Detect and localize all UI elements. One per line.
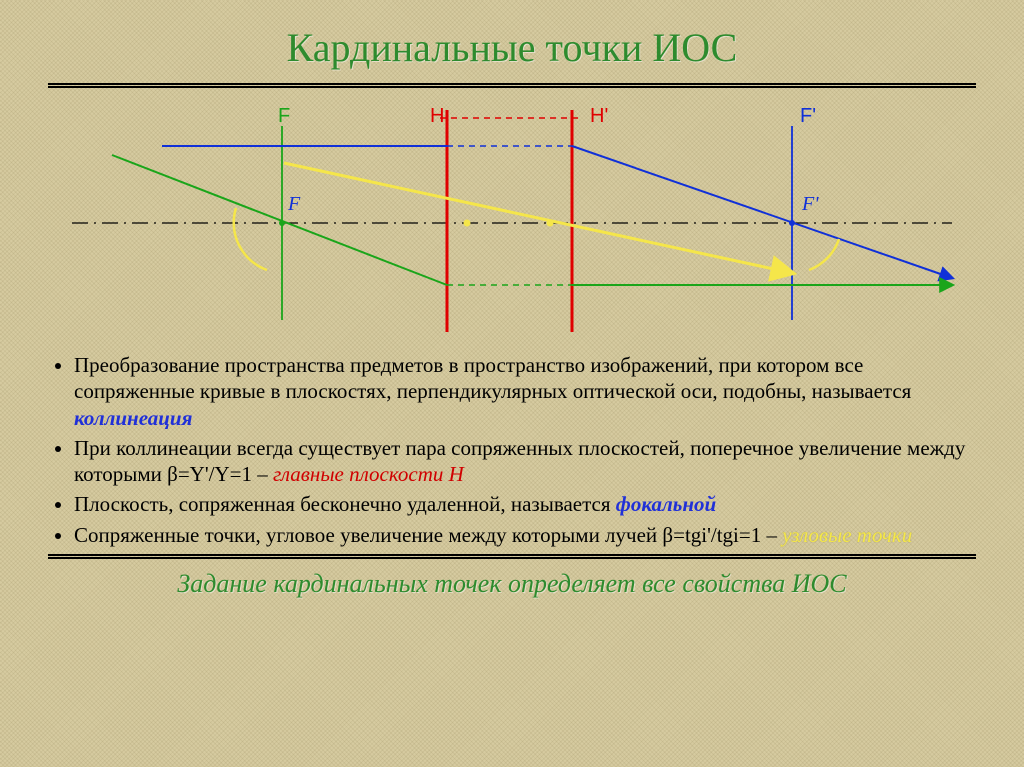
axis-marker-1 (464, 220, 471, 227)
term-principal-planes: главные плоскости H (273, 462, 464, 486)
bullet-2-text: При коллинеации всегда существует пара с… (74, 436, 965, 486)
dot-Fp (789, 220, 795, 226)
ray-blue-out (572, 146, 952, 278)
arc-Fp (809, 239, 839, 270)
bullet-4: Сопряженные точки, угловое увеличение ме… (74, 522, 976, 548)
dot-F (279, 220, 285, 226)
optics-diagram: F H H' F' F F' (48, 88, 976, 348)
arc-F (234, 208, 267, 270)
bullet-1: Преобразование пространства предметов в … (74, 352, 976, 431)
ray-green-in (112, 155, 447, 285)
label-F-axis: F (287, 193, 301, 215)
bullet-1-text: Преобразование пространства предметов в … (74, 353, 911, 403)
ray-yellow (284, 163, 792, 273)
label-Fp-axis: F' (801, 193, 819, 215)
page-title: Кардинальные точки ИОС (48, 24, 976, 71)
term-collineation: коллинеация (74, 406, 192, 430)
label-H-top: H (430, 105, 444, 127)
bullet-4-text: Сопряженные точки, угловое увеличение ме… (74, 523, 782, 547)
term-nodal-points: узловые точки (782, 523, 912, 547)
label-Hp-top: H' (590, 105, 608, 127)
bullet-2: При коллинеации всегда существует пара с… (74, 435, 976, 488)
bullet-3: Плоскость, сопряженная бесконечно удален… (74, 491, 976, 517)
term-focal: фокальной (616, 492, 716, 516)
divider-bottom (48, 554, 976, 559)
label-Fp-top: F' (800, 105, 816, 127)
bullet-3-text: Плоскость, сопряженная бесконечно удален… (74, 492, 616, 516)
axis-marker-2 (547, 220, 554, 227)
bullet-list: Преобразование пространства предметов в … (48, 352, 976, 548)
label-F-top: F (278, 105, 290, 127)
footer-statement: Задание кардинальных точек определяет вс… (48, 569, 976, 599)
